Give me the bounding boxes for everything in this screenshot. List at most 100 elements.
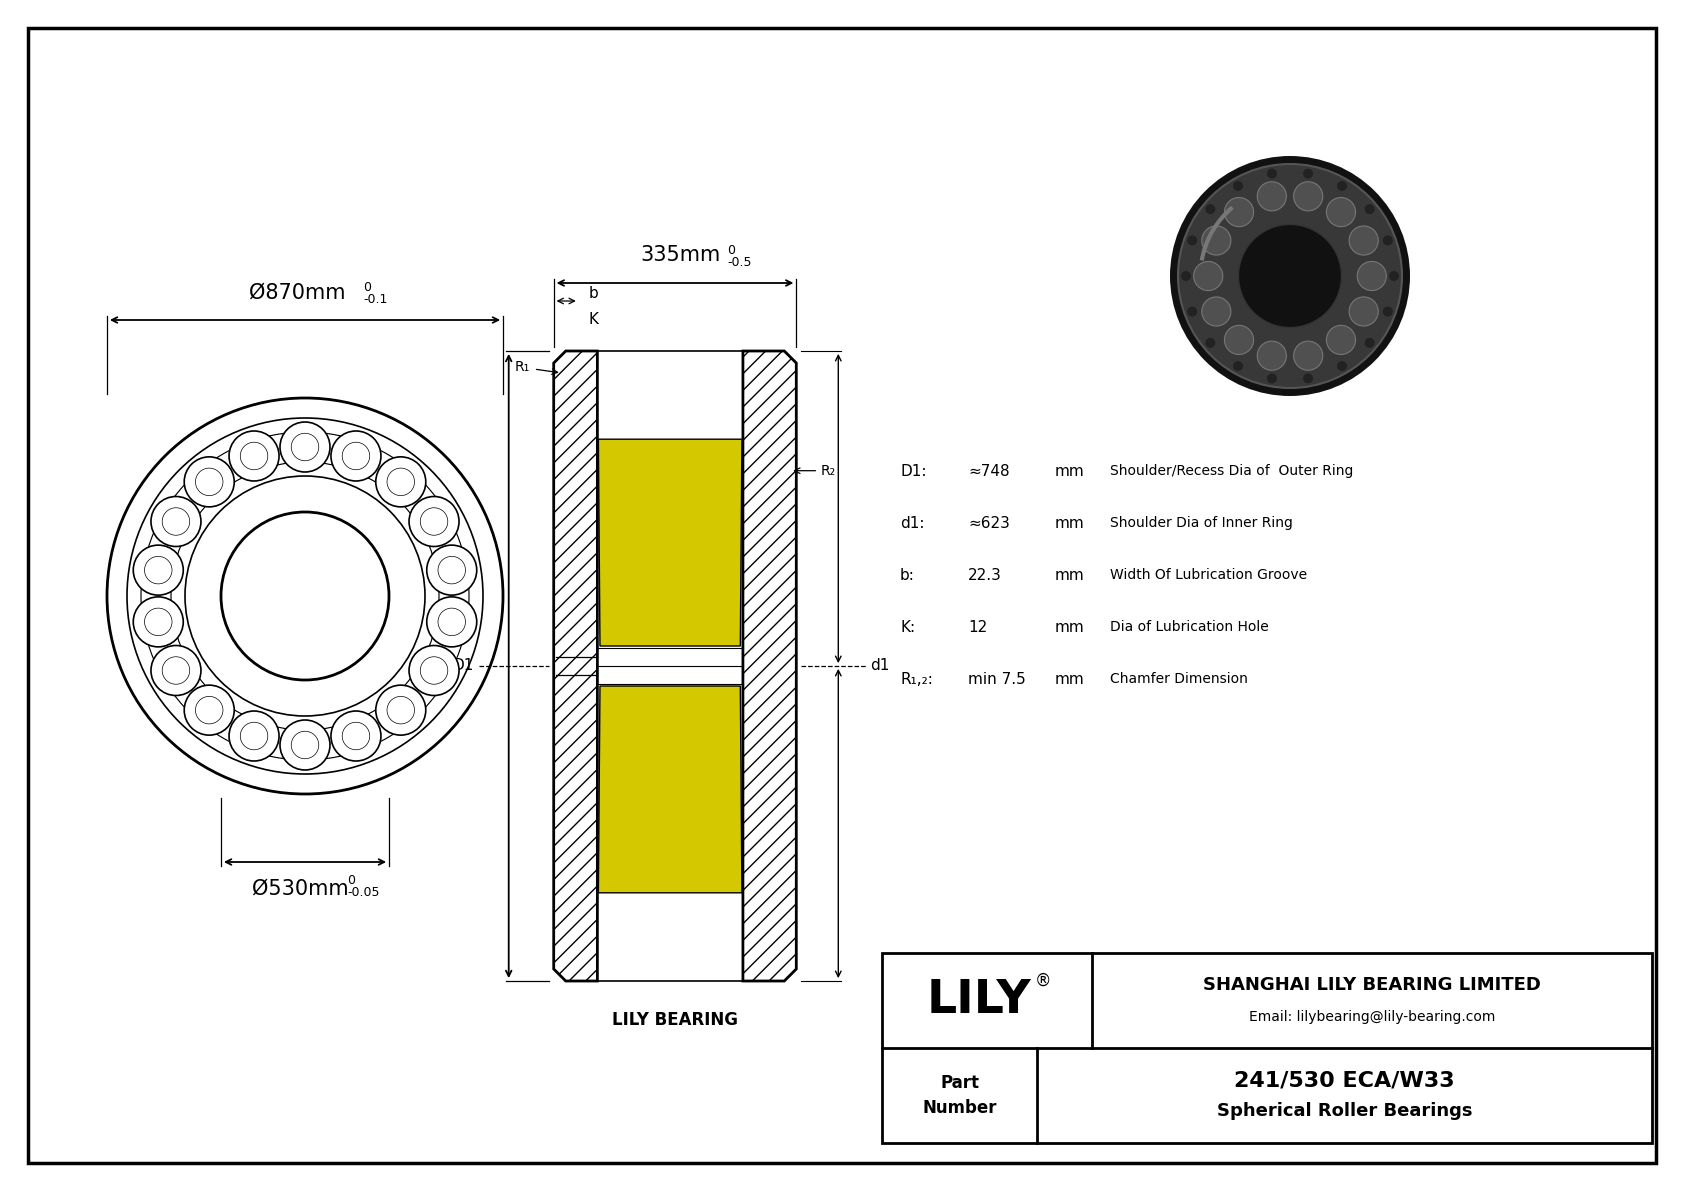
Circle shape (1187, 306, 1197, 317)
Circle shape (1233, 181, 1243, 191)
Circle shape (1180, 272, 1191, 281)
Text: K:: K: (899, 619, 914, 635)
Circle shape (1327, 325, 1356, 355)
Circle shape (1202, 226, 1231, 255)
Circle shape (1258, 341, 1287, 370)
Text: ≈623: ≈623 (968, 516, 1010, 530)
Circle shape (1349, 226, 1378, 255)
Circle shape (152, 497, 200, 547)
Polygon shape (598, 686, 743, 893)
Circle shape (1293, 341, 1322, 370)
Circle shape (1266, 169, 1276, 179)
Circle shape (1303, 169, 1314, 179)
Text: min 7.5: min 7.5 (968, 672, 1026, 686)
Circle shape (409, 497, 460, 547)
Circle shape (229, 431, 280, 481)
Circle shape (1357, 262, 1386, 291)
Circle shape (1170, 156, 1410, 395)
Text: Ø530mm: Ø530mm (251, 879, 349, 899)
Text: Ø870mm: Ø870mm (249, 283, 345, 303)
Text: D1: D1 (453, 659, 473, 673)
Text: LILY: LILY (926, 978, 1031, 1023)
Text: -0.05: -0.05 (347, 886, 379, 899)
Text: b:: b: (899, 567, 914, 582)
Text: Part
Number: Part Number (923, 1074, 997, 1117)
Text: 0: 0 (364, 281, 370, 294)
Circle shape (1293, 182, 1322, 211)
Circle shape (1202, 297, 1231, 326)
Text: Width Of Lubrication Groove: Width Of Lubrication Groove (1110, 568, 1307, 582)
Text: D1:: D1: (899, 463, 926, 479)
Circle shape (1364, 338, 1374, 348)
Text: SHANGHAI LILY BEARING LIMITED: SHANGHAI LILY BEARING LIMITED (1202, 977, 1541, 994)
Text: 335mm: 335mm (640, 245, 721, 266)
Text: LILY BEARING: LILY BEARING (611, 1011, 738, 1029)
Circle shape (1238, 224, 1342, 328)
Text: mm: mm (1054, 463, 1084, 479)
Text: 12: 12 (968, 619, 987, 635)
Circle shape (1224, 325, 1253, 355)
Text: R₁: R₁ (514, 360, 530, 374)
Circle shape (332, 431, 381, 481)
Text: mm: mm (1054, 619, 1084, 635)
Circle shape (1179, 164, 1403, 388)
Text: Shoulder Dia of Inner Ring: Shoulder Dia of Inner Ring (1110, 516, 1293, 530)
Circle shape (1389, 272, 1399, 281)
Circle shape (1364, 204, 1374, 214)
Text: Chamfer Dimension: Chamfer Dimension (1110, 672, 1248, 686)
Circle shape (1266, 374, 1276, 384)
Text: R₂: R₂ (820, 463, 835, 478)
Circle shape (1206, 338, 1216, 348)
Circle shape (1327, 198, 1356, 226)
Text: b: b (589, 286, 598, 300)
Circle shape (376, 685, 426, 735)
Circle shape (133, 597, 184, 647)
Bar (882, 953, 1652, 1143)
Text: Spherical Roller Bearings: Spherical Roller Bearings (1218, 1103, 1472, 1121)
Circle shape (152, 646, 200, 696)
Text: R₁,₂:: R₁,₂: (899, 672, 933, 686)
Circle shape (1337, 361, 1347, 372)
Circle shape (1383, 236, 1393, 245)
Text: 0: 0 (727, 244, 734, 257)
Circle shape (280, 422, 330, 472)
Text: Dia of Lubrication Hole: Dia of Lubrication Hole (1110, 621, 1268, 634)
Text: ≈748: ≈748 (968, 463, 1010, 479)
Text: -0.1: -0.1 (364, 293, 387, 306)
Text: K: K (589, 312, 600, 326)
Text: d1: d1 (871, 659, 889, 673)
Circle shape (426, 545, 477, 596)
Text: ®: ® (1034, 972, 1051, 990)
Circle shape (133, 545, 184, 596)
Text: -0.5: -0.5 (727, 256, 751, 269)
Circle shape (376, 457, 426, 507)
Circle shape (1258, 182, 1287, 211)
Circle shape (1383, 306, 1393, 317)
Text: Shoulder/Recess Dia of  Outer Ring: Shoulder/Recess Dia of Outer Ring (1110, 464, 1354, 478)
Circle shape (280, 721, 330, 771)
Polygon shape (743, 351, 797, 981)
Text: 241/530 ECA/W33: 241/530 ECA/W33 (1234, 1071, 1455, 1091)
Text: d1:: d1: (899, 516, 925, 530)
Polygon shape (554, 351, 598, 981)
Text: mm: mm (1054, 567, 1084, 582)
Circle shape (1349, 297, 1378, 326)
Text: 22.3: 22.3 (968, 567, 1002, 582)
Text: Email: lilybearing@lily-bearing.com: Email: lilybearing@lily-bearing.com (1250, 1010, 1495, 1023)
Circle shape (184, 685, 234, 735)
Text: mm: mm (1054, 516, 1084, 530)
Circle shape (1303, 374, 1314, 384)
Circle shape (1187, 236, 1197, 245)
Text: 0: 0 (347, 874, 355, 887)
Circle shape (332, 711, 381, 761)
Circle shape (409, 646, 460, 696)
Circle shape (229, 711, 280, 761)
Text: mm: mm (1054, 672, 1084, 686)
Circle shape (1206, 204, 1216, 214)
Circle shape (1194, 262, 1223, 291)
Circle shape (1233, 361, 1243, 372)
Circle shape (1224, 198, 1253, 226)
Circle shape (184, 457, 234, 507)
Polygon shape (598, 439, 743, 646)
Circle shape (426, 597, 477, 647)
